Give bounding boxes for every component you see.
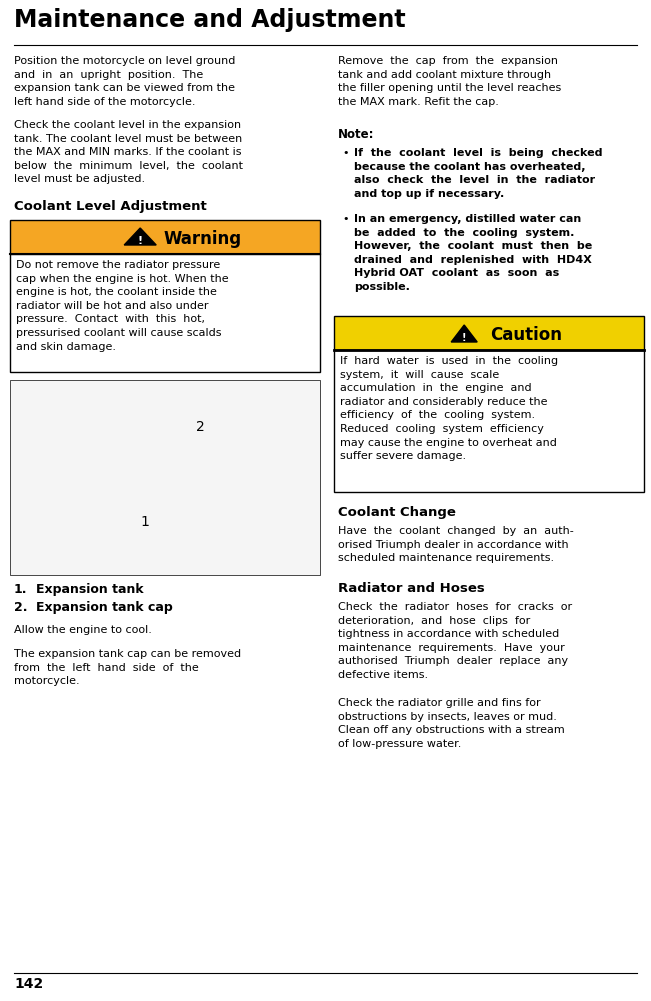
Text: 1: 1	[140, 515, 149, 529]
Text: If  hard  water  is  used  in  the  cooling
system,  it  will  cause  scale
accu: If hard water is used in the cooling sys…	[340, 356, 558, 461]
Text: 2: 2	[196, 420, 205, 434]
Text: Note:: Note:	[338, 128, 374, 141]
Text: In an emergency, distilled water can
be  added  to  the  cooling  system.
Howeve: In an emergency, distilled water can be …	[354, 214, 592, 292]
Text: 1.: 1.	[14, 583, 27, 596]
Text: The expansion tank cap can be removed
from  the  left  hand  side  of  the
motor: The expansion tank cap can be removed fr…	[14, 649, 241, 687]
Text: 2.: 2.	[14, 601, 27, 614]
Bar	[10, 220, 320, 254]
Text: Maintenance and Adjustment: Maintenance and Adjustment	[14, 8, 406, 32]
Text: Coolant Change: Coolant Change	[338, 506, 456, 519]
Text: Have  the  coolant  changed  by  an  auth-
orised Triumph dealer in accordance w: Have the coolant changed by an auth- ori…	[338, 526, 574, 564]
Text: Check  the  radiator  hoses  for  cracks  or
deterioration,  and  hose  clips  f: Check the radiator hoses for cracks or d…	[338, 602, 572, 680]
Text: Remove  the  cap  from  the  expansion
tank and add coolant mixture through
the : Remove the cap from the expansion tank a…	[338, 56, 561, 107]
Bar	[10, 380, 320, 575]
Text: Allow the engine to cool.: Allow the engine to cool.	[14, 625, 152, 635]
Text: Expansion tank cap: Expansion tank cap	[36, 601, 173, 614]
Text: 142: 142	[14, 977, 43, 991]
Text: Do not remove the radiator pressure
cap when the engine is hot. When the
engine : Do not remove the radiator pressure cap …	[16, 260, 229, 351]
Text: Check the coolant level in the expansion
tank. The coolant level must be between: Check the coolant level in the expansion…	[14, 120, 243, 184]
Text: Caution: Caution	[490, 326, 562, 344]
Bar	[10, 254, 320, 372]
Text: Warning: Warning	[163, 230, 242, 248]
Bar	[334, 316, 644, 350]
Text: •: •	[342, 148, 348, 158]
Text: !: !	[137, 236, 143, 246]
Text: •: •	[342, 214, 348, 224]
Text: Expansion tank: Expansion tank	[36, 583, 144, 596]
Text: If  the  coolant  level  is  being  checked
because the coolant has overheated,
: If the coolant level is being checked be…	[354, 148, 602, 199]
Text: Position the motorcycle on level ground
and  in  an  upright  position.  The
exp: Position the motorcycle on level ground …	[14, 56, 236, 107]
Bar	[334, 350, 644, 492]
Polygon shape	[451, 325, 477, 342]
Text: Coolant Level Adjustment: Coolant Level Adjustment	[14, 200, 207, 213]
Text: !: !	[462, 333, 467, 343]
Text: Check the radiator grille and fins for
obstructions by insects, leaves or mud.
C: Check the radiator grille and fins for o…	[338, 698, 565, 749]
Text: Radiator and Hoses: Radiator and Hoses	[338, 582, 485, 595]
Polygon shape	[124, 228, 156, 245]
